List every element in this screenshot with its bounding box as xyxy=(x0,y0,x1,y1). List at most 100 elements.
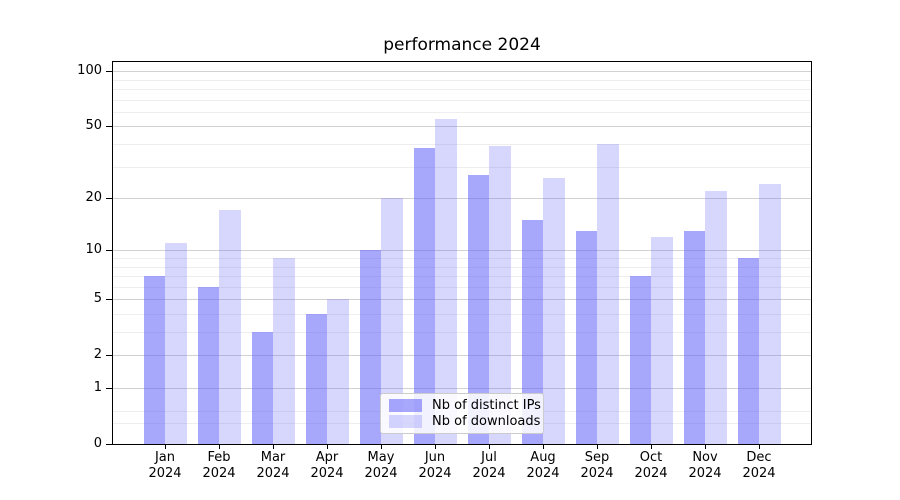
y-tick-label-5: 5 xyxy=(93,291,102,307)
x-tick-year-text: 2024 xyxy=(310,466,344,481)
x-tick-label-feb: Feb 2024 xyxy=(187,450,251,482)
bar-downloads-aug xyxy=(543,177,565,444)
bar-downloads-feb xyxy=(219,210,241,444)
x-tick-label-oct: Oct 2024 xyxy=(619,450,683,482)
x-tick-label-sep: Sep 2024 xyxy=(565,450,629,482)
gridline-minor xyxy=(113,257,811,259)
x-tick-mark-mar xyxy=(273,445,274,449)
gridline-minor xyxy=(113,143,811,145)
x-tick-mark-jul xyxy=(489,445,490,449)
y-tick-label-20: 20 xyxy=(85,190,102,205)
x-tick-month-text: Dec xyxy=(746,450,772,465)
x-tick-mark-feb xyxy=(219,445,220,449)
bar-ips-jun xyxy=(413,148,435,444)
x-tick-label-jun: Jun 2024 xyxy=(403,450,467,482)
x-tick-label-apr: Apr 2024 xyxy=(295,450,359,482)
x-tick-label-aug: Aug 2024 xyxy=(511,450,575,482)
x-tick-month-text: Feb xyxy=(207,450,231,465)
bar-ips-oct xyxy=(629,276,651,444)
gridline-minor xyxy=(113,88,811,90)
x-tick-year-text: 2024 xyxy=(742,466,776,481)
x-tick-mark-sep xyxy=(597,445,598,449)
plot-area xyxy=(112,61,812,445)
y-tick-label-100: 100 xyxy=(77,63,102,79)
bar-downloads-nov xyxy=(705,190,727,444)
x-tick-label-dec: Dec 2024 xyxy=(727,450,791,482)
x-tick-month-text: Apr xyxy=(315,450,339,465)
gridline-major-5 xyxy=(113,299,811,301)
legend-swatch-downloads xyxy=(389,415,422,429)
x-tick-mark-oct xyxy=(651,445,652,449)
y-tick-mark-5 xyxy=(106,299,113,301)
gridline-major-1 xyxy=(113,388,811,389)
x-tick-month-text: Mar xyxy=(260,450,286,465)
gridline-minor xyxy=(113,313,811,315)
y-tick-label-1: 1 xyxy=(93,380,102,395)
x-tick-mark-jan xyxy=(165,445,166,449)
x-tick-mark-may xyxy=(381,445,382,449)
x-tick-year-text: 2024 xyxy=(418,466,452,481)
bar-ips-jan xyxy=(143,276,165,444)
bar-downloads-apr xyxy=(327,299,349,444)
bar-ips-jul xyxy=(467,174,489,444)
legend-item-downloads: Nb of downloads xyxy=(381,414,543,429)
y-tick-mark-100 xyxy=(106,71,113,73)
bar-downloads-oct xyxy=(651,236,673,444)
x-tick-year-text: 2024 xyxy=(688,466,722,481)
legend-swatch-ips xyxy=(389,398,422,412)
x-tick-year-text: 2024 xyxy=(472,466,506,481)
y-tick-mark-50 xyxy=(106,126,113,128)
gridline-minor xyxy=(113,79,811,81)
bar-downloads-mar xyxy=(273,257,295,444)
x-tick-month-text: Jan xyxy=(154,450,176,465)
x-tick-label-nov: Nov 2024 xyxy=(673,450,737,482)
bar-ips-aug xyxy=(521,220,543,444)
gridline-minor xyxy=(113,332,811,333)
gridline-minor xyxy=(113,99,811,101)
x-tick-month-text: Jul xyxy=(481,450,497,465)
y-tick-mark-1 xyxy=(106,388,113,389)
bar-ips-mar xyxy=(251,332,273,444)
x-tick-month-text: May xyxy=(367,450,395,465)
gridline-minor xyxy=(113,286,811,288)
y-tick-label-10: 10 xyxy=(85,242,102,258)
x-tick-label-jul: Jul 2024 xyxy=(457,450,521,482)
x-tick-label-may: May 2024 xyxy=(349,450,413,482)
x-tick-month-text: Nov xyxy=(692,450,718,465)
x-tick-month-text: Sep xyxy=(584,450,610,465)
x-tick-label-jan: Jan 2024 xyxy=(133,450,197,482)
gridline-minor xyxy=(113,111,811,113)
gridline-minor xyxy=(113,276,811,277)
gridline-minor xyxy=(113,266,811,268)
x-tick-mark-aug xyxy=(543,445,544,449)
bar-downloads-dec xyxy=(759,183,781,444)
x-tick-month-text: Jun xyxy=(424,450,446,465)
chart-title: performance 2024 xyxy=(383,35,541,55)
x-tick-mark-apr xyxy=(327,445,328,449)
y-tick-mark-20 xyxy=(106,198,113,199)
y-tick-label-0: 0 xyxy=(93,436,102,451)
gridline-major-2 xyxy=(113,355,811,357)
bar-ips-dec xyxy=(737,257,759,444)
legend-item-ips: Nb of distinct IPs xyxy=(381,398,543,413)
bar-downloads-jun xyxy=(435,118,457,444)
bar-ips-may xyxy=(359,250,381,444)
x-tick-year-text: 2024 xyxy=(580,466,614,481)
bar-ips-feb xyxy=(197,286,219,444)
x-tick-mark-dec xyxy=(759,445,760,449)
x-tick-mark-nov xyxy=(705,445,706,449)
bar-downloads-sep xyxy=(597,143,619,444)
x-tick-mark-jun xyxy=(435,445,436,449)
y-tick-mark-10 xyxy=(106,250,113,252)
bar-downloads-may xyxy=(381,198,403,444)
bar-ips-nov xyxy=(683,230,705,444)
y-tick-mark-0 xyxy=(106,444,113,445)
gridline-major-20 xyxy=(113,198,811,199)
gridline-minor xyxy=(113,166,811,168)
y-tick-label-50: 50 xyxy=(85,118,102,134)
legend-label-ips: Nb of distinct IPs xyxy=(432,397,541,413)
x-tick-month-text: Aug xyxy=(530,450,556,465)
gridline-major-10 xyxy=(113,250,811,252)
legend-label-downloads: Nb of downloads xyxy=(432,414,541,430)
